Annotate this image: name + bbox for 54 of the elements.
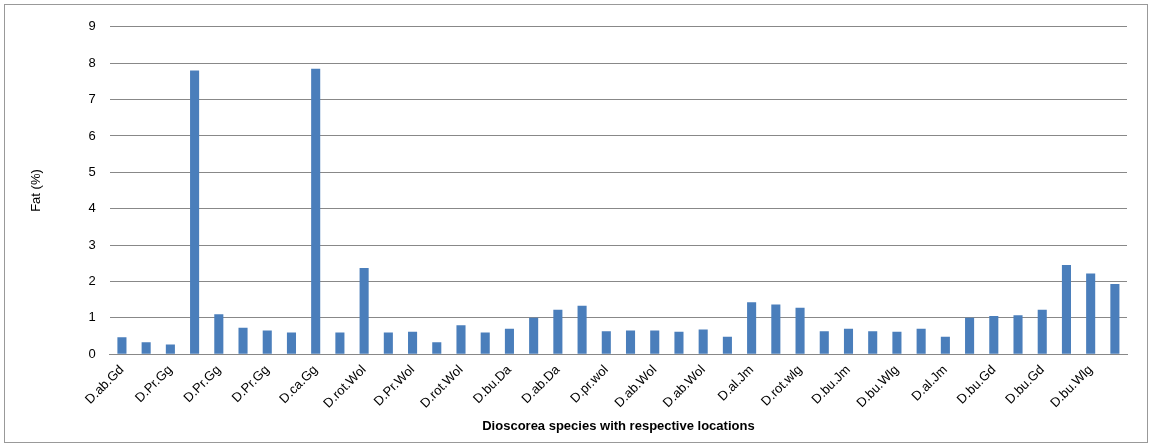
bar <box>1037 309 1047 354</box>
bar <box>819 331 829 354</box>
bar <box>843 328 854 354</box>
bar <box>989 316 999 354</box>
bar <box>650 330 660 354</box>
bar <box>1086 273 1096 354</box>
bar <box>456 325 466 354</box>
x-axis-title: Dioscorea species with respective locations <box>482 417 755 433</box>
y-tick-label: 7 <box>88 91 96 107</box>
bar <box>214 314 224 354</box>
bar <box>504 328 514 354</box>
bar <box>868 331 878 354</box>
bar <box>577 305 587 354</box>
y-tick-label: 9 <box>88 18 96 34</box>
y-tick-label: 8 <box>88 54 96 70</box>
bar <box>1110 284 1120 354</box>
bar <box>408 331 418 354</box>
bar <box>529 317 539 354</box>
bar <box>286 332 297 354</box>
bar <box>601 331 611 354</box>
y-tick-label: 0 <box>88 345 96 361</box>
bar <box>965 317 975 354</box>
bar <box>722 336 732 354</box>
bar <box>117 337 127 354</box>
bar <box>432 342 442 354</box>
bar <box>359 268 369 354</box>
bar <box>238 327 248 354</box>
bar <box>553 309 563 354</box>
bar <box>674 331 684 354</box>
bar <box>625 330 636 354</box>
bar <box>311 68 321 354</box>
y-tick-label: 3 <box>88 236 96 252</box>
bar <box>262 330 272 354</box>
bar <box>1061 265 1071 354</box>
y-tick-label: 2 <box>88 273 96 289</box>
bar <box>141 342 151 354</box>
bar <box>165 344 175 354</box>
y-tick-label: 1 <box>88 309 96 325</box>
y-tick-label: 4 <box>88 200 96 216</box>
bar <box>480 332 490 354</box>
bar <box>190 70 200 354</box>
bar <box>795 307 805 354</box>
bar <box>747 302 757 354</box>
y-tick-label: 6 <box>88 127 96 143</box>
bar <box>940 336 950 354</box>
y-tick-label: 5 <box>88 163 96 179</box>
bar <box>771 304 781 354</box>
bar <box>892 331 902 354</box>
bar <box>335 332 345 354</box>
bar <box>383 332 393 354</box>
bar <box>1013 315 1023 354</box>
y-axis-title: Fat (%) <box>28 169 44 212</box>
bar <box>698 329 708 354</box>
bar <box>916 328 926 354</box>
